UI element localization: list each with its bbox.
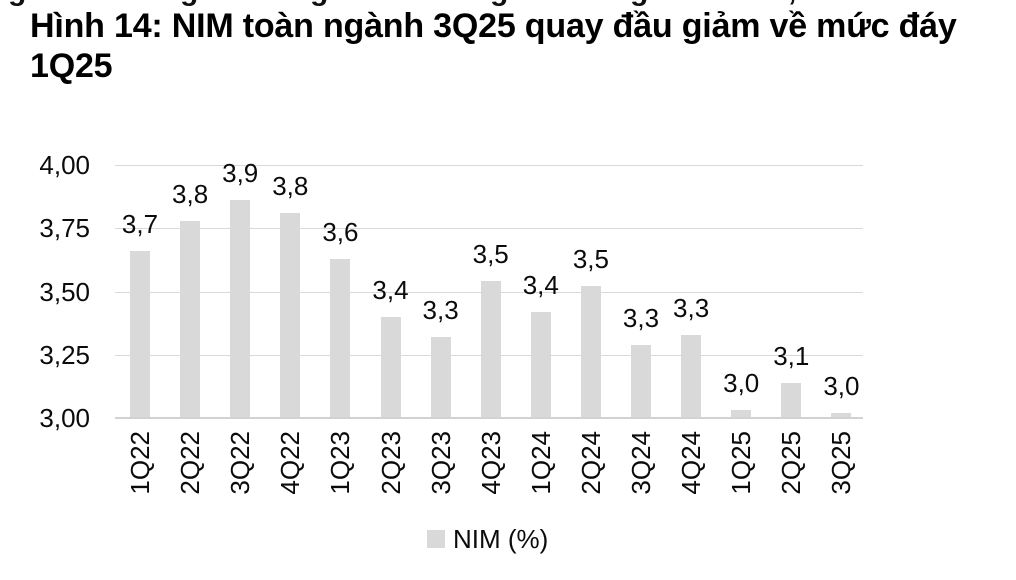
text-descender-fragment: g <box>630 0 648 8</box>
x-axis-tick-label: 4Q22 <box>275 431 306 495</box>
bar-2q25 <box>781 382 802 417</box>
x-axis-tick-label: 3Q22 <box>225 431 256 495</box>
bar-value-label: 3,3 <box>422 295 459 325</box>
x-axis-tick-label: 1Q25 <box>726 431 757 495</box>
bar-value-label: 3,7 <box>121 209 159 239</box>
bar-value-label: 3,1 <box>773 340 810 371</box>
bar-1q25 <box>731 410 752 417</box>
bar-4q24 <box>681 334 702 417</box>
y-axis-tick-label: 4,00 <box>39 150 90 180</box>
bar-2q24 <box>580 286 601 417</box>
bar-1q24 <box>530 311 551 417</box>
bar-value-label: 3,3 <box>673 292 710 323</box>
bar-2q22 <box>180 220 201 417</box>
bar-3q24 <box>631 344 651 417</box>
y-axis-tick-label: 3,75 <box>39 213 90 243</box>
legend-swatch-icon <box>427 530 445 548</box>
gridline <box>115 228 863 229</box>
x-axis-tick-label: 1Q23 <box>325 431 356 495</box>
x-axis-tick-label: 3Q24 <box>626 431 656 495</box>
bar-3q22 <box>230 200 251 417</box>
bar-3q23 <box>430 337 451 417</box>
text-descender-fragment: g <box>180 0 198 8</box>
text-descender-fragment: g <box>310 0 328 8</box>
x-axis-tick-label: 4Q23 <box>475 431 506 495</box>
bar-value-label: 3,4 <box>522 269 559 300</box>
x-axis-tick-label: 2Q23 <box>375 431 406 495</box>
text-descender-fragment: g <box>490 0 508 8</box>
bar-value-label: 3,8 <box>172 178 209 209</box>
text-descender-fragment: l <box>878 0 886 8</box>
clipped-text-fragment: g g g g g , l <box>0 0 1016 8</box>
bar-value-label: 3,5 <box>472 239 509 270</box>
figure-title: Hình 14: NIM toàn ngành 3Q25 quay đầu gi… <box>30 6 990 86</box>
text-descender-fragment: g <box>8 0 26 8</box>
x-axis-tick-label: 3Q23 <box>425 431 456 495</box>
bar-value-label: 3,0 <box>823 370 860 401</box>
y-axis-tick-label: 3,50 <box>39 277 90 307</box>
x-axis-line <box>115 417 863 419</box>
x-axis-tick-label: 1Q22 <box>125 431 155 495</box>
bar-4q23 <box>480 281 501 417</box>
x-axis-tick-label: 1Q24 <box>525 431 556 495</box>
bar-value-label: 3,9 <box>222 158 259 189</box>
legend: NIM (%) <box>427 524 549 554</box>
bar-3q25 <box>831 412 852 417</box>
figure-title-line1: Hình 14: NIM toàn ngành 3Q25 quay đầu gi… <box>30 7 957 45</box>
y-axis-tick-label: 3,25 <box>39 340 90 370</box>
bar-value-label: 3,5 <box>572 244 609 275</box>
bar-2q23 <box>380 316 401 417</box>
figure-title-line2: 1Q25 <box>30 47 113 85</box>
bar-value-label: 3,0 <box>723 368 760 399</box>
x-axis-tick-label: 2Q24 <box>575 431 606 495</box>
x-axis-tick-label: 2Q22 <box>175 431 206 495</box>
bar-value-label: 3,8 <box>272 171 309 202</box>
bar-value-label: 3,3 <box>622 302 660 333</box>
x-axis-tick-label: 3Q25 <box>826 431 857 495</box>
bar-1q22 <box>130 251 150 417</box>
bar-value-label: 3,4 <box>372 274 409 305</box>
gridline <box>115 165 863 166</box>
legend-label: NIM (%) <box>453 524 549 554</box>
text-descender-fragment: , <box>788 0 796 8</box>
y-axis-tick-label: 3,00 <box>39 403 90 433</box>
x-axis-tick-label: 2Q25 <box>776 431 807 495</box>
bar-1q23 <box>330 258 351 417</box>
bar-4q22 <box>280 213 301 417</box>
x-axis-tick-label: 4Q24 <box>676 431 707 495</box>
bar-value-label: 3,6 <box>322 216 359 247</box>
